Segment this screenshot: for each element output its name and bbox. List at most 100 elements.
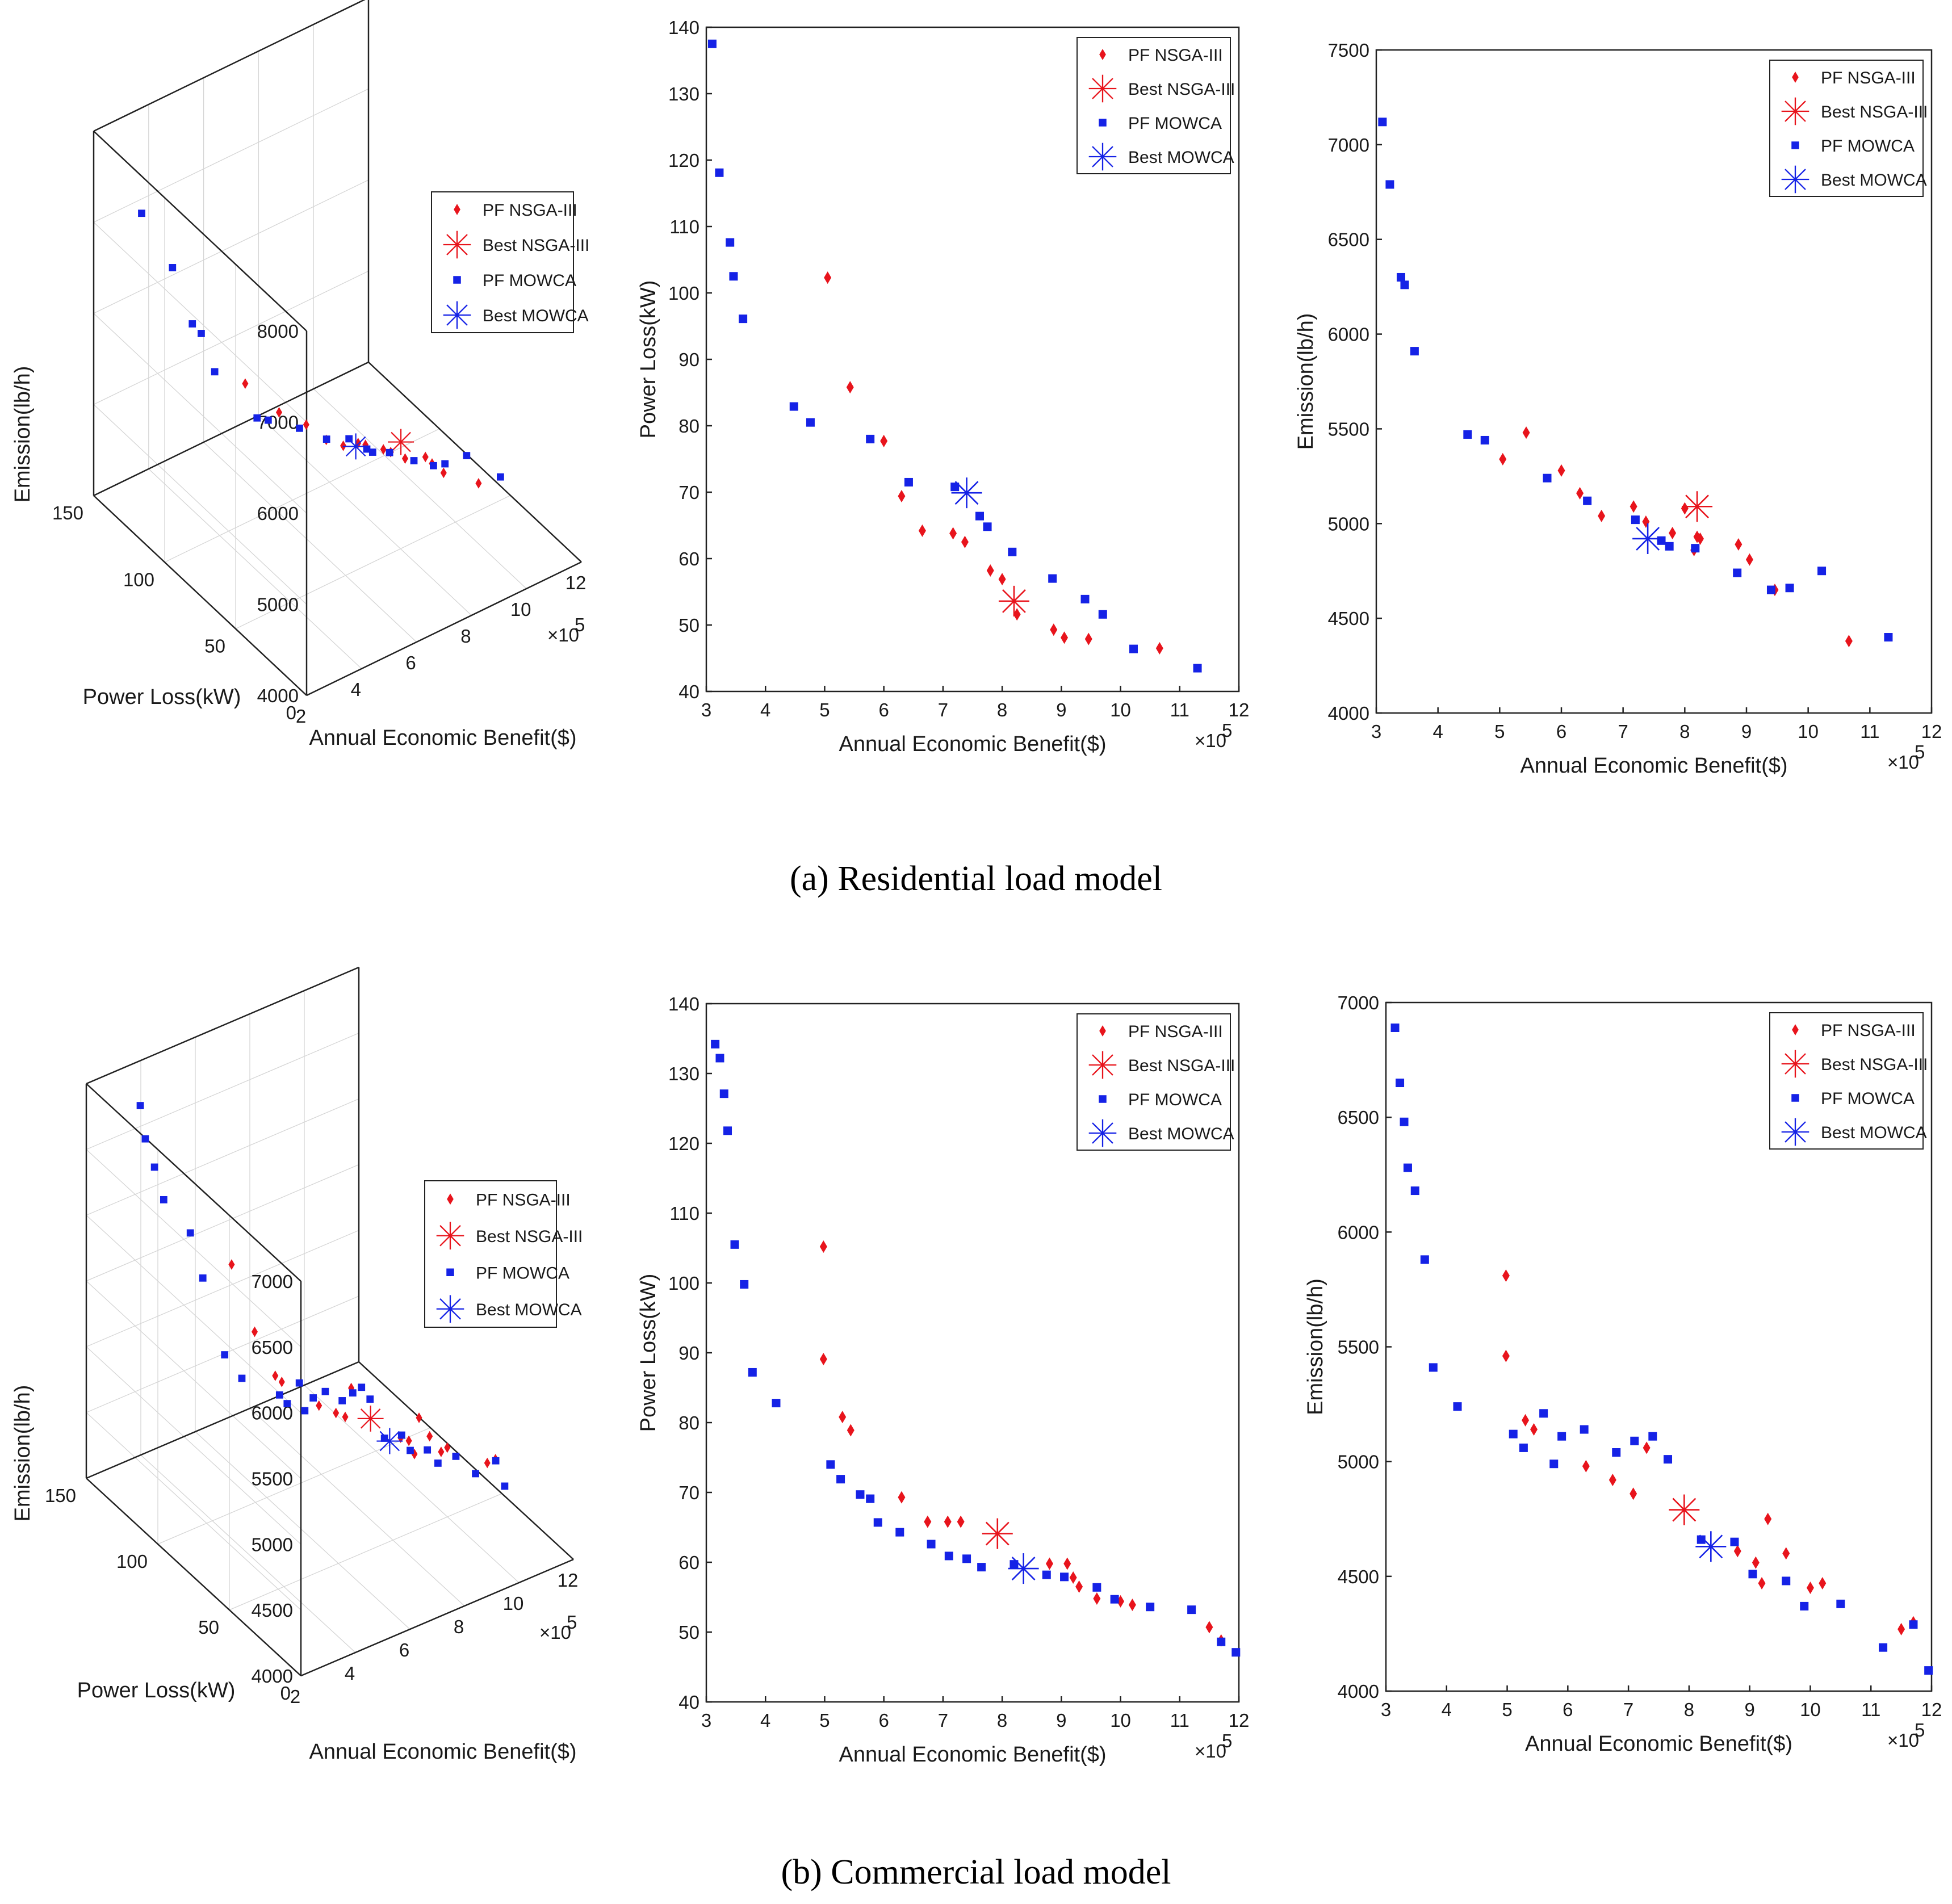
b-3d-s3-point-2 [141, 1135, 149, 1143]
b-3d-ytick-0: 0 [280, 1683, 291, 1704]
a-emis-s1-point-9 [1681, 502, 1689, 515]
b-3d-xtick-2: 2 [290, 1686, 300, 1707]
b-loss-s3-point-6 [740, 1280, 749, 1289]
b-3d-s3-point-3 [150, 1163, 158, 1171]
b-3d-ztick-5000: 5000 [252, 1534, 293, 1555]
a-3d-left-grid-z-6000 [93, 313, 307, 514]
b-loss-xtick-9: 9 [1056, 1710, 1066, 1731]
b-emis-s3-point-22 [1782, 1576, 1791, 1586]
b-emis-s1-point-7 [1630, 1487, 1637, 1500]
a-loss-ytick-50: 50 [678, 615, 699, 636]
b-loss-s1-point-11 [1069, 1571, 1077, 1584]
a-3d-s1-point-11 [422, 451, 429, 463]
a-loss-ytick-90: 90 [678, 349, 699, 370]
a-3d-xtick-8: 8 [460, 626, 471, 647]
a-loss-ytick-40: 40 [678, 681, 699, 702]
a-3d-legend: PF NSGA-III Best NSGA-III PF MOWCA Best MOW… [431, 191, 589, 333]
b-3d-s1-point-15 [444, 1442, 451, 1453]
a-loss-legend-label-3: PF MOWCA [1128, 114, 1222, 133]
b-emis-s1-point-6 [1608, 1474, 1616, 1487]
a-emis-s4-point-1 [1632, 523, 1664, 554]
a-loss-s1-point-11 [1050, 623, 1058, 636]
b-3d-floor-grid-y-100 [157, 1427, 431, 1545]
a-3d-xtick-12: 12 [566, 572, 587, 593]
a-loss-xtick-4: 4 [760, 699, 770, 720]
b-loss-x-multiplier: ×10 [1195, 1741, 1226, 1762]
a-3d-legend-label-3: PF MOWCA [483, 271, 576, 290]
a-emis-s3-point-9 [1583, 496, 1592, 505]
b-3d-s3-point-4 [160, 1196, 167, 1203]
a-loss-s3-point-18 [1193, 664, 1202, 673]
a-emis-s3-point-5 [1410, 347, 1419, 356]
b-3d-floor-grid-y-50 [229, 1493, 502, 1611]
b-loss-s3-point-3 [719, 1089, 728, 1098]
b-3d-ztick-7000: 7000 [252, 1271, 293, 1292]
b-loss-xtick-4: 4 [760, 1710, 770, 1731]
a-3d-legend-label-1: PF NSGA-III [483, 201, 577, 220]
b-emis-ytick-4500: 4500 [1338, 1566, 1379, 1587]
a-3d-s1-point-1 [242, 378, 249, 389]
a-3d-s3-point-18 [496, 473, 504, 481]
b-emis-s1-point-3 [1522, 1414, 1530, 1427]
b-3d-s3-point-24 [452, 1452, 460, 1460]
b-3d-s3-point-11 [295, 1379, 303, 1387]
a-emis-ytick-6500: 6500 [1328, 229, 1369, 250]
b-loss-s3-point-20 [1042, 1570, 1051, 1579]
b-emis-s4-point-1 [1695, 1531, 1727, 1562]
b-loss-ytick-90: 90 [678, 1343, 699, 1364]
a-3d-floor-grid-y-100 [164, 428, 440, 563]
a-emis-s1-point-8 [1669, 526, 1677, 539]
a-3d-s1-point-13 [440, 467, 447, 479]
a-loss-s1-point-4 [898, 490, 906, 503]
a-3d-s1-point-2 [275, 407, 283, 418]
b-3d-s3-point-27 [501, 1482, 509, 1490]
a-3d-floor-grid-x-4 [148, 468, 362, 669]
b-emis-s1-point-2 [1502, 1349, 1510, 1362]
a-loss-xtick-11: 11 [1170, 699, 1189, 720]
b-loss-legend: PF NSGA-III Best NSGA-III PF MOWCA Best MOW… [1076, 1013, 1235, 1151]
b-3d-s3-point-26 [492, 1457, 500, 1465]
b-3d-legend-marker-2 [436, 1222, 464, 1250]
a-loss-legend: PF NSGA-III Best NSGA-III PF MOWCA Best MOW… [1076, 37, 1235, 174]
b-emis-xtick-11: 11 [1861, 1699, 1880, 1720]
b-emis-s1-point-1 [1502, 1269, 1510, 1282]
a-3d-s1-point-10 [401, 453, 409, 464]
a-3d-edge-top-back [93, 0, 366, 132]
b-3d-s4-point-1 [376, 1428, 403, 1454]
b-3d-legend-label-1: PF NSGA-III [476, 1190, 571, 1209]
b-3d-back-grid-z-5000 [86, 1230, 359, 1347]
b-loss-series-1 [819, 1240, 1225, 1647]
a-emis-s3-point-17 [1817, 567, 1827, 576]
b-3d-panel: 2468101205010015040004500500055006000650… [11, 966, 583, 1764]
a-emis-s1-point-3 [1557, 464, 1565, 477]
b-emis-s1-point-12 [1764, 1512, 1772, 1525]
a-emis-series-2 [1682, 491, 1713, 522]
b-3d-edge-top-left [86, 1083, 301, 1282]
b-loss-s3-point-25 [1187, 1605, 1196, 1614]
b-loss-s3-point-2 [715, 1054, 724, 1063]
a-loss-xtick-3: 3 [701, 699, 711, 720]
b-loss-s3-point-11 [856, 1490, 865, 1499]
a-3d-series-4 [342, 433, 369, 460]
a-loss-s3-point-12 [983, 522, 992, 531]
a-emis-s3-point-11 [1657, 536, 1666, 545]
b-loss-ytick-80: 80 [678, 1412, 699, 1433]
a-loss-s3-point-16 [1098, 610, 1107, 619]
a-emis-panel: 3 4 5 6 7 8 9 10 11 12 4000 4500 5000 5500 6000 6500 700… [1294, 40, 1942, 778]
a-loss-ytick-130: 130 [668, 83, 699, 104]
b-loss-s1-point-3 [839, 1411, 847, 1424]
a-loss-series-2 [998, 585, 1029, 617]
a-emis-s3-point-18 [1884, 633, 1893, 642]
b-emis-s3-point-15 [1612, 1448, 1621, 1457]
b-3d-ytick-50: 50 [198, 1617, 219, 1638]
b-emis-panel: 3 4 5 6 7 8 9 10 11 12 4000 4500 5000 5500 6000 6500 700… [1304, 992, 1942, 1756]
b-loss-s3-point-18 [977, 1563, 986, 1572]
b-emis-s3-point-25 [1879, 1643, 1888, 1652]
a-loss-s3-point-3 [726, 238, 735, 247]
a-3d-floor-grid-x-6 [203, 442, 417, 643]
b-emis-legend-label-3: PF MOWCA [1821, 1089, 1915, 1108]
a-loss-s1-point-2 [846, 381, 854, 394]
a-3d-x-exponent: 5 [575, 614, 585, 635]
a-loss-legend-label-4: Best MOWCA [1128, 148, 1234, 167]
a-3d-series-3 [138, 209, 504, 481]
